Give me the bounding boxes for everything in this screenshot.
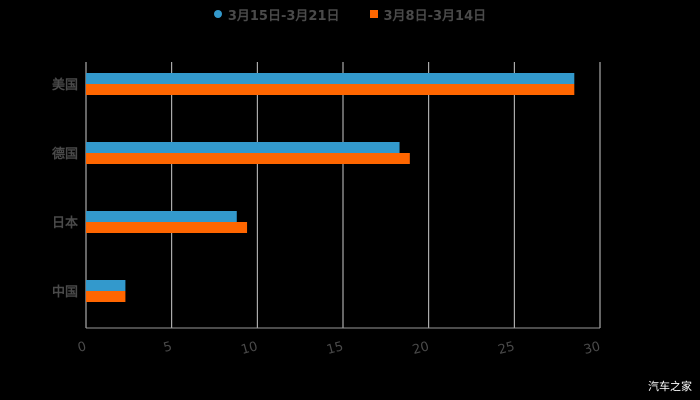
- legend-label: 3月15日-3月21日: [227, 8, 340, 24]
- y-category-label: 中国: [52, 284, 78, 300]
- x-tick-label: 30: [582, 339, 602, 358]
- legend-item-series-2[interactable]: 3月8日-3月14日: [369, 5, 487, 24]
- bar[interactable]: [86, 142, 400, 153]
- bar[interactable]: [86, 153, 410, 164]
- y-category-label: 日本: [52, 215, 78, 231]
- x-tick-label: 0: [76, 339, 88, 356]
- chart-legend: 3月15日-3月21日 3月8日-3月14日: [0, 4, 700, 24]
- x-tick-label: 15: [325, 339, 345, 358]
- legend-label: 3月8日-3月14日: [383, 8, 487, 24]
- bar[interactable]: [86, 211, 237, 222]
- x-tick-label: 5: [162, 339, 174, 356]
- bar[interactable]: [86, 280, 126, 291]
- legend-circle-icon: [213, 10, 222, 18]
- x-tick-label: 25: [497, 339, 517, 358]
- y-category-label: 德国: [52, 146, 78, 162]
- bar[interactable]: [86, 291, 126, 302]
- bar[interactable]: [86, 222, 248, 233]
- bar[interactable]: [86, 84, 575, 95]
- legend-square-icon: [369, 10, 378, 18]
- watermark: 汽车之家: [648, 380, 692, 393]
- y-category-label: 美国: [52, 77, 78, 93]
- legend-item-series-1[interactable]: 3月15日-3月21日: [213, 5, 340, 24]
- x-tick-label: 10: [240, 339, 260, 358]
- x-tick-label: 20: [411, 339, 431, 358]
- bar[interactable]: [86, 73, 575, 84]
